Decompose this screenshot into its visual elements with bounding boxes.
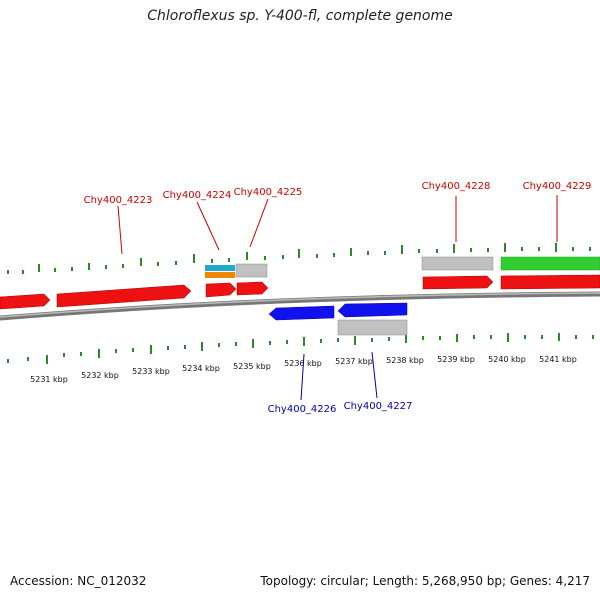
gene-chy400-4228[interactable] <box>422 275 494 290</box>
scale-label: 5241 kbp <box>539 355 577 364</box>
gene-label-4223: Chy400_4223 <box>84 195 153 206</box>
scale-label: 5235 kbp <box>233 362 271 371</box>
gene-label-4226: Chy400_4226 <box>268 404 337 415</box>
lower-tick-ruler <box>7 333 594 364</box>
gene-label-4227: Chy400_4227 <box>344 401 413 412</box>
gene-chy400-4227[interactable] <box>337 302 408 318</box>
genome-backbone <box>0 291 600 321</box>
scale-label: 5233 kbp <box>132 367 170 376</box>
scale-label: 5240 kbp <box>488 355 526 364</box>
scale-label: 5234 kbp <box>182 364 220 373</box>
scale-label: 5239 kbp <box>437 355 475 364</box>
gene-chy400-4223[interactable] <box>56 284 192 308</box>
scale-label: 5236 kbp <box>284 359 322 368</box>
trna-feature-cyan[interactable] <box>205 265 235 271</box>
genome-summary-text: Topology: circular; Length: 5,268,950 bp… <box>260 574 590 588</box>
rrna-feature[interactable] <box>500 256 600 271</box>
gene-chy400-4226[interactable] <box>268 305 335 321</box>
gene-chy400-4225[interactable] <box>236 281 269 296</box>
scale-label: 5238 kbp <box>386 356 424 365</box>
pseudogene-a[interactable] <box>235 263 268 278</box>
pseudogene-b[interactable] <box>421 256 494 271</box>
upper-tick-ruler <box>7 243 591 274</box>
gene-chy400-4229[interactable] <box>500 274 600 290</box>
label-leader-lines <box>117 195 558 401</box>
scale-labels: 5231 kbp 5232 kbp 5233 kbp 5234 kbp 5235… <box>30 355 577 384</box>
scale-label: 5231 kbp <box>30 375 68 384</box>
gene-label-4229: Chy400_4229 <box>523 181 592 192</box>
gene-label-4228: Chy400_4228 <box>422 181 491 192</box>
gene-label-4224: Chy400_4224 <box>163 190 232 201</box>
accession-text: Accession: NC_012032 <box>10 574 147 588</box>
gene-chy400-4224[interactable] <box>205 282 237 298</box>
gene-left-edge[interactable] <box>0 293 51 310</box>
gene-label-4225: Chy400_4225 <box>234 187 303 198</box>
genome-title: Chloroflexus sp. Y-400-fl, complete geno… <box>147 8 453 24</box>
trna-feature-orange[interactable] <box>205 272 235 278</box>
pseudogene-c[interactable] <box>337 319 408 336</box>
scale-label: 5232 kbp <box>81 371 119 380</box>
scale-label: 5237 kbp <box>335 357 373 366</box>
